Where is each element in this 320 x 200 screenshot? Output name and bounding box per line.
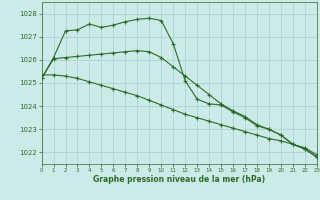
- X-axis label: Graphe pression niveau de la mer (hPa): Graphe pression niveau de la mer (hPa): [93, 175, 265, 184]
